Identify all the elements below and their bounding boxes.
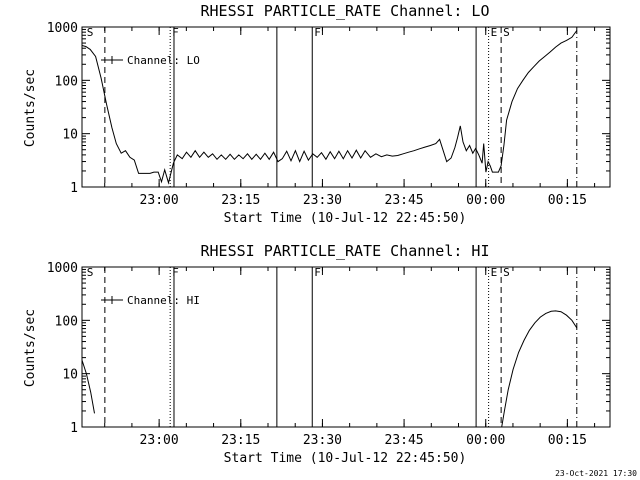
lo-x-tick-label: 23:45 xyxy=(385,193,424,208)
hi-event-marker-label: S xyxy=(87,266,94,279)
hi-x-tick-label: 00:00 xyxy=(466,433,505,448)
hi-channel-panel: RHESSI PARTICLE_RATE Channel: HI Start T… xyxy=(23,242,611,466)
lo-legend-label: Channel: LO xyxy=(127,54,200,67)
lo-y-tick-label: 100 xyxy=(55,74,78,89)
lo-y-tick-label: 1 xyxy=(70,181,78,196)
lo-chart-title: RHESSI PARTICLE_RATE Channel: LO xyxy=(201,2,490,20)
hi-legend-label: Channel: HI xyxy=(127,294,200,307)
lo-x-tick-label: 00:00 xyxy=(466,193,505,208)
lo-event-marker-label: S xyxy=(87,26,94,39)
hi-y-tick-label: 100 xyxy=(55,314,78,329)
hi-y-axis-label: Counts/sec xyxy=(23,309,38,387)
lo-series-line xyxy=(81,30,578,185)
lo-y-tick-label: 1000 xyxy=(47,21,78,36)
hi-event-marker-label: E xyxy=(491,266,498,279)
hi-event-marker-label: F xyxy=(172,266,179,279)
hi-chart-title: RHESSI PARTICLE_RATE Channel: HI xyxy=(201,242,490,260)
lo-x-tick-label: 00:15 xyxy=(548,193,587,208)
hi-event-marker-label: F xyxy=(314,266,321,279)
lo-x-tick-label: 23:30 xyxy=(303,193,342,208)
lo-event-marker-label: F xyxy=(314,26,321,39)
hi-x-tick-label: 23:30 xyxy=(303,433,342,448)
hi-y-tick-label: 1 xyxy=(70,421,78,436)
hi-plot-frame xyxy=(81,266,611,428)
hi-series-line xyxy=(501,310,578,428)
lo-event-marker-label: E xyxy=(491,26,498,39)
hi-x-tick-label: 00:15 xyxy=(548,433,587,448)
hi-x-tick-label: 23:45 xyxy=(385,433,424,448)
lo-x-tick-label: 23:00 xyxy=(140,193,179,208)
hi-series-line xyxy=(81,359,95,414)
lo-plot-frame xyxy=(81,26,611,188)
hi-y-tick-label: 1000 xyxy=(47,261,78,276)
lo-x-tick-label: 23:15 xyxy=(221,193,260,208)
lo-event-marker-label: F xyxy=(172,26,179,39)
lo-event-marker-label: S xyxy=(503,26,510,39)
hi-x-tick-label: 23:00 xyxy=(140,433,179,448)
timestamp: 23-Oct-2021 17:30 xyxy=(555,469,637,478)
hi-x-tick-label: 23:15 xyxy=(221,433,260,448)
lo-y-axis-label: Counts/sec xyxy=(23,69,38,147)
hi-y-tick-label: 10 xyxy=(62,368,78,383)
lo-x-axis-label: Start Time (10-Jul-12 22:45:50) xyxy=(224,211,467,226)
hi-x-axis-label: Start Time (10-Jul-12 22:45:50) xyxy=(224,451,467,466)
lo-channel-panel: RHESSI PARTICLE_RATE Channel: LO Start T… xyxy=(23,2,611,226)
hi-event-marker-label: S xyxy=(503,266,510,279)
lo-y-tick-label: 10 xyxy=(62,128,78,143)
